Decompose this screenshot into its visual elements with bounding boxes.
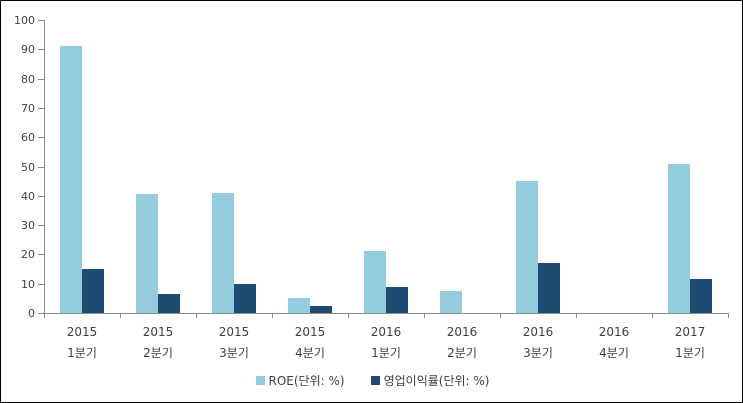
x-category-quarter: 1분기 bbox=[67, 346, 97, 360]
x-category-year: 2015 bbox=[294, 325, 326, 339]
x-tick-mark bbox=[348, 313, 349, 318]
x-category-quarter: 3분기 bbox=[523, 346, 553, 360]
bar-operating-margin bbox=[234, 284, 256, 313]
y-tick-label: 30 bbox=[21, 219, 35, 232]
y-tick-mark bbox=[38, 254, 44, 255]
y-tick-label: 40 bbox=[21, 190, 35, 203]
y-tick-mark bbox=[38, 196, 44, 197]
x-category-year: 2016 bbox=[598, 325, 630, 339]
x-category-label: 2015 4분기 bbox=[272, 325, 348, 360]
y-tick-label: 50 bbox=[21, 161, 35, 174]
bar-roe bbox=[364, 251, 386, 313]
x-tick-mark bbox=[424, 313, 425, 318]
x-category-quarter: 2분기 bbox=[143, 346, 173, 360]
x-category-year: 2015 bbox=[218, 325, 250, 339]
x-category-year: 2015 bbox=[142, 325, 174, 339]
x-category-year: 2017 bbox=[674, 325, 706, 339]
x-category-label: 2015 3분기 bbox=[196, 325, 272, 360]
y-tick-mark bbox=[38, 108, 44, 109]
x-category-quarter: 3분기 bbox=[219, 346, 249, 360]
x-tick-mark bbox=[120, 313, 121, 318]
y-tick-mark bbox=[38, 284, 44, 285]
y-tick-mark bbox=[38, 79, 44, 80]
x-category-label: 2017 1분기 bbox=[652, 325, 728, 360]
x-category-label: 2016 3분기 bbox=[500, 325, 576, 360]
y-tick-label: 60 bbox=[21, 131, 35, 144]
bar-roe bbox=[60, 46, 82, 313]
bar-operating-margin bbox=[310, 306, 332, 313]
x-tick-mark bbox=[652, 313, 653, 318]
roe-legend-swatch bbox=[255, 376, 265, 385]
x-tick-mark bbox=[728, 313, 729, 318]
y-tick-mark bbox=[38, 137, 44, 138]
operating-margin-legend-swatch bbox=[370, 376, 380, 385]
x-tick-mark bbox=[196, 313, 197, 318]
bar-roe bbox=[668, 164, 690, 313]
x-category-year: 2015 bbox=[66, 325, 98, 339]
x-category-label: 2016 2분기 bbox=[424, 325, 500, 360]
y-axis-line bbox=[44, 20, 45, 313]
bar-roe bbox=[212, 193, 234, 313]
operating-margin-legend-label: 영업이익률(단위: %) bbox=[383, 374, 490, 388]
x-axis-line bbox=[44, 313, 729, 314]
x-category-year: 2016 bbox=[522, 325, 554, 339]
x-category-quarter: 1분기 bbox=[371, 346, 401, 360]
bar-operating-margin bbox=[690, 279, 712, 313]
x-category-label: 2015 2분기 bbox=[120, 325, 196, 360]
x-tick-mark bbox=[272, 313, 273, 318]
y-tick-mark bbox=[38, 225, 44, 226]
y-tick-mark bbox=[38, 20, 44, 21]
y-tick-label: 70 bbox=[21, 102, 35, 115]
bar-operating-margin bbox=[386, 287, 408, 313]
bar-operating-margin bbox=[82, 269, 104, 313]
legend: ROE(단위: %) 영업이익률(단위: %) bbox=[1, 372, 742, 389]
x-category-label: 2015 1분기 bbox=[44, 325, 120, 360]
x-tick-mark bbox=[44, 313, 45, 318]
bar-operating-margin bbox=[538, 263, 560, 313]
x-category-year: 2016 bbox=[446, 325, 478, 339]
bar-roe bbox=[440, 291, 462, 313]
y-tick-mark bbox=[38, 49, 44, 50]
x-category-label: 2016 4분기 bbox=[576, 325, 652, 360]
y-tick-label: 80 bbox=[21, 73, 35, 86]
legend-item-operating-margin: 영업이익률(단위: %) bbox=[370, 372, 490, 389]
x-category-quarter: 1분기 bbox=[675, 346, 705, 360]
y-tick-mark bbox=[38, 313, 44, 314]
y-tick-mark bbox=[38, 167, 44, 168]
x-category-quarter: 2분기 bbox=[447, 346, 477, 360]
legend-item-roe: ROE(단위: %) bbox=[255, 372, 345, 389]
y-tick-label: 90 bbox=[21, 43, 35, 56]
x-category-year: 2016 bbox=[370, 325, 402, 339]
x-category-quarter: 4분기 bbox=[295, 346, 325, 360]
bar-roe bbox=[288, 298, 310, 313]
y-tick-label: 100 bbox=[14, 14, 35, 27]
x-category-label: 2016 1분기 bbox=[348, 325, 424, 360]
bar-roe bbox=[516, 181, 538, 313]
y-tick-label: 0 bbox=[28, 307, 35, 320]
y-tick-label: 10 bbox=[21, 278, 35, 291]
bar-roe bbox=[136, 194, 158, 313]
y-tick-label: 20 bbox=[21, 248, 35, 261]
bar-operating-margin bbox=[158, 294, 180, 313]
x-tick-mark bbox=[500, 313, 501, 318]
x-category-quarter: 4분기 bbox=[599, 346, 629, 360]
x-tick-mark bbox=[576, 313, 577, 318]
roe-legend-label: ROE(단위: %) bbox=[268, 374, 345, 388]
